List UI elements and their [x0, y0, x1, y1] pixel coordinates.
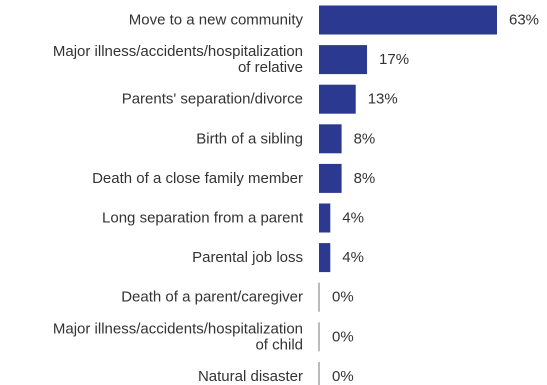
category-label: Death of a close family member [92, 170, 303, 187]
category-label: Natural disaster [198, 368, 303, 385]
value-label: 0% [332, 368, 354, 385]
category-label: Major illness/accidents/hospitalization [53, 43, 303, 60]
category-label: Birth of a sibling [196, 130, 303, 147]
category-label: Major illness/accidents/hospitalization [53, 320, 303, 337]
value-label: 17% [379, 51, 409, 68]
value-label: 13% [368, 91, 398, 108]
category-label: Parental job loss [192, 249, 303, 266]
value-label: 63% [509, 12, 539, 29]
value-label: 4% [342, 210, 364, 227]
value-label: 0% [332, 328, 354, 345]
category-label: Death of a parent/caregiver [121, 289, 303, 306]
category-label: of relative [238, 59, 303, 76]
value-label: 8% [354, 130, 376, 147]
bar [319, 203, 331, 233]
category-label: Parents' separation/divorce [122, 91, 303, 108]
bar [319, 84, 356, 114]
value-label: 8% [354, 170, 376, 187]
bar [319, 5, 497, 35]
value-label: 0% [332, 289, 354, 306]
category-label: of child [255, 336, 303, 353]
bar [319, 124, 342, 154]
bar [319, 163, 342, 193]
value-label: 4% [342, 249, 364, 266]
bar [319, 45, 368, 75]
bar [319, 243, 331, 273]
category-label: Move to a new community [129, 12, 304, 29]
category-label: Long separation from a parent [102, 210, 304, 227]
